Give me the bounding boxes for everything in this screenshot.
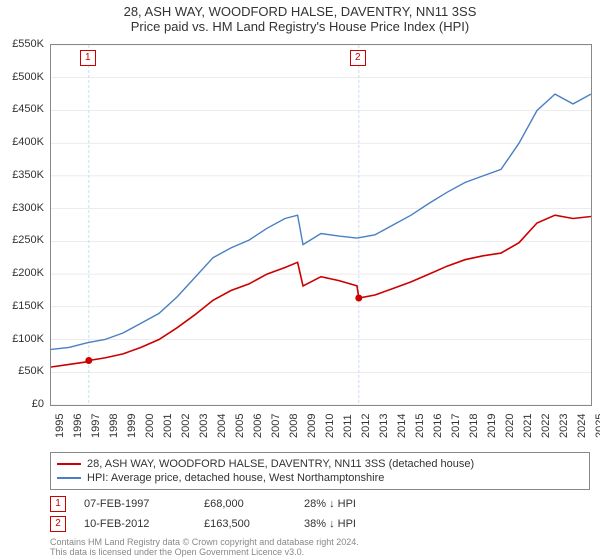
y-tick-label: £200K xyxy=(0,267,44,279)
x-tick-label: 1998 xyxy=(108,414,120,438)
y-tick-label: £450K xyxy=(0,103,44,115)
x-tick-label: 2003 xyxy=(198,414,210,438)
x-tick-label: 2019 xyxy=(486,414,498,438)
legend-label-property: 28, ASH WAY, WOODFORD HALSE, DAVENTRY, N… xyxy=(87,458,474,470)
chart-title-line1: 28, ASH WAY, WOODFORD HALSE, DAVENTRY, N… xyxy=(0,0,600,19)
x-tick-label: 1996 xyxy=(72,414,84,438)
y-tick-label: £150K xyxy=(0,300,44,312)
legend-row: HPI: Average price, detached house, West… xyxy=(57,471,583,485)
legend-label-hpi: HPI: Average price, detached house, West… xyxy=(87,472,384,484)
x-tick-label: 2011 xyxy=(342,414,354,438)
x-tick-label: 2022 xyxy=(540,414,552,438)
x-tick-label: 2015 xyxy=(414,414,426,438)
x-tick-label: 2002 xyxy=(180,414,192,438)
chart-title-line2: Price paid vs. HM Land Registry's House … xyxy=(0,19,600,36)
x-tick-label: 2005 xyxy=(234,414,246,438)
sale-marker-2: 2 xyxy=(350,50,366,66)
y-tick-label: £100K xyxy=(0,333,44,345)
event-marker-2: 2 xyxy=(50,516,66,532)
x-tick-label: 2009 xyxy=(306,414,318,438)
event-marker-1: 1 xyxy=(50,496,66,512)
plot-area xyxy=(50,44,592,406)
chart-svg xyxy=(51,45,591,405)
x-tick-label: 2018 xyxy=(468,414,480,438)
event-delta: 38% ↓ HPI xyxy=(304,518,356,530)
x-tick-label: 2017 xyxy=(450,414,462,438)
event-price: £68,000 xyxy=(204,498,304,510)
y-tick-label: £50K xyxy=(0,365,44,377)
y-tick-label: £350K xyxy=(0,169,44,181)
legend-swatch-hpi xyxy=(57,477,81,479)
y-tick-label: £300K xyxy=(0,202,44,214)
event-date: 10-FEB-2012 xyxy=(84,518,204,530)
x-tick-label: 2020 xyxy=(504,414,516,438)
x-tick-label: 2001 xyxy=(162,414,174,438)
y-tick-label: £250K xyxy=(0,234,44,246)
x-tick-label: 1997 xyxy=(90,414,102,438)
y-tick-label: £550K xyxy=(0,38,44,50)
x-tick-label: 2025 xyxy=(594,414,600,438)
event-price: £163,500 xyxy=(204,518,304,530)
x-tick-label: 2010 xyxy=(324,414,336,438)
series-hpi xyxy=(51,94,591,349)
footer-attribution: Contains HM Land Registry data © Crown c… xyxy=(50,538,359,558)
x-tick-label: 2006 xyxy=(252,414,264,438)
x-tick-label: 2021 xyxy=(522,414,534,438)
footer-line2: This data is licensed under the Open Gov… xyxy=(50,548,359,558)
x-tick-label: 2014 xyxy=(396,414,408,438)
y-tick-label: £400K xyxy=(0,136,44,148)
x-tick-label: 1999 xyxy=(126,414,138,438)
legend: 28, ASH WAY, WOODFORD HALSE, DAVENTRY, N… xyxy=(50,452,590,490)
x-tick-label: 2000 xyxy=(144,414,156,438)
x-tick-label: 1995 xyxy=(54,414,66,438)
x-tick-label: 2013 xyxy=(378,414,390,438)
x-tick-label: 2004 xyxy=(216,414,228,438)
x-tick-label: 2024 xyxy=(576,414,588,438)
x-tick-label: 2008 xyxy=(288,414,300,438)
x-tick-label: 2012 xyxy=(360,414,372,438)
sale-marker-1: 1 xyxy=(80,50,96,66)
series-property xyxy=(51,215,591,367)
x-tick-label: 2007 xyxy=(270,414,282,438)
x-tick-label: 2016 xyxy=(432,414,444,438)
x-tick-label: 2023 xyxy=(558,414,570,438)
event-row: 2 10-FEB-2012 £163,500 38% ↓ HPI xyxy=(50,514,356,534)
sale-events: 1 07-FEB-1997 £68,000 28% ↓ HPI 2 10-FEB… xyxy=(50,494,356,534)
price-chart xyxy=(50,44,590,404)
y-tick-label: £0 xyxy=(0,398,44,410)
event-row: 1 07-FEB-1997 £68,000 28% ↓ HPI xyxy=(50,494,356,514)
event-date: 07-FEB-1997 xyxy=(84,498,204,510)
legend-row: 28, ASH WAY, WOODFORD HALSE, DAVENTRY, N… xyxy=(57,457,583,471)
y-tick-label: £500K xyxy=(0,71,44,83)
legend-swatch-property xyxy=(57,463,81,465)
event-delta: 28% ↓ HPI xyxy=(304,498,356,510)
